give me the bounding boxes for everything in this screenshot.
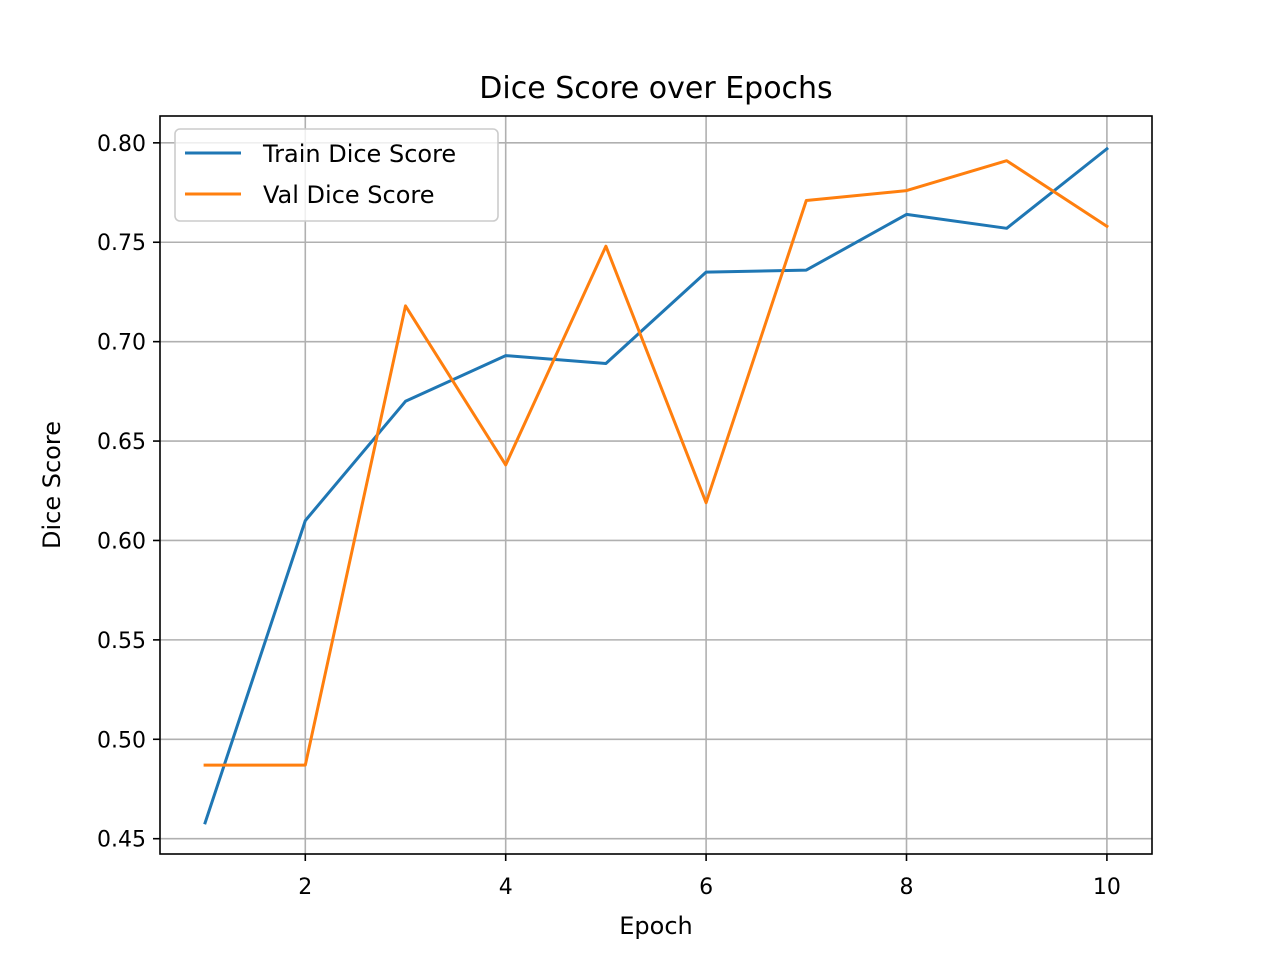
chart-title: Dice Score over Epochs — [479, 71, 832, 106]
grid — [160, 116, 1152, 854]
axis-ticks: 2 4 6 8 10 0.45 0.50 0.55 0.60 0.65 0.70 0.75 0.80 — [97, 132, 1121, 900]
legend-box — [174, 128, 499, 222]
y-tick-label: 0.70 — [97, 331, 146, 356]
y-tick-label: 0.80 — [97, 132, 146, 157]
x-tick-label: 10 — [1093, 875, 1121, 900]
y-tick-label: 0.65 — [97, 430, 146, 455]
x-tick-label: 2 — [298, 875, 312, 900]
x-tick-label: 8 — [900, 875, 914, 900]
series-line-train — [203, 146, 1110, 825]
x-tick-label: 6 — [699, 875, 713, 900]
y-tick-label: 0.50 — [97, 728, 146, 753]
x-axis-label: Epoch — [619, 912, 693, 940]
x-tick-label: 4 — [499, 875, 513, 900]
legend-label: Train Dice Score — [262, 140, 456, 168]
series-lines — [203, 146, 1110, 825]
plot-frame — [159, 115, 1153, 855]
series-line-val — [203, 159, 1109, 767]
y-tick-label: 0.45 — [97, 828, 146, 853]
y-tick-label: 0.60 — [97, 529, 146, 554]
legend-label: Val Dice Score — [263, 181, 435, 209]
y-tick-label: 0.55 — [97, 629, 146, 654]
legend: Train Dice Score Val Dice Score — [174, 128, 499, 222]
y-tick-label: 0.75 — [97, 231, 146, 256]
y-axis-label: Dice Score — [38, 421, 66, 549]
